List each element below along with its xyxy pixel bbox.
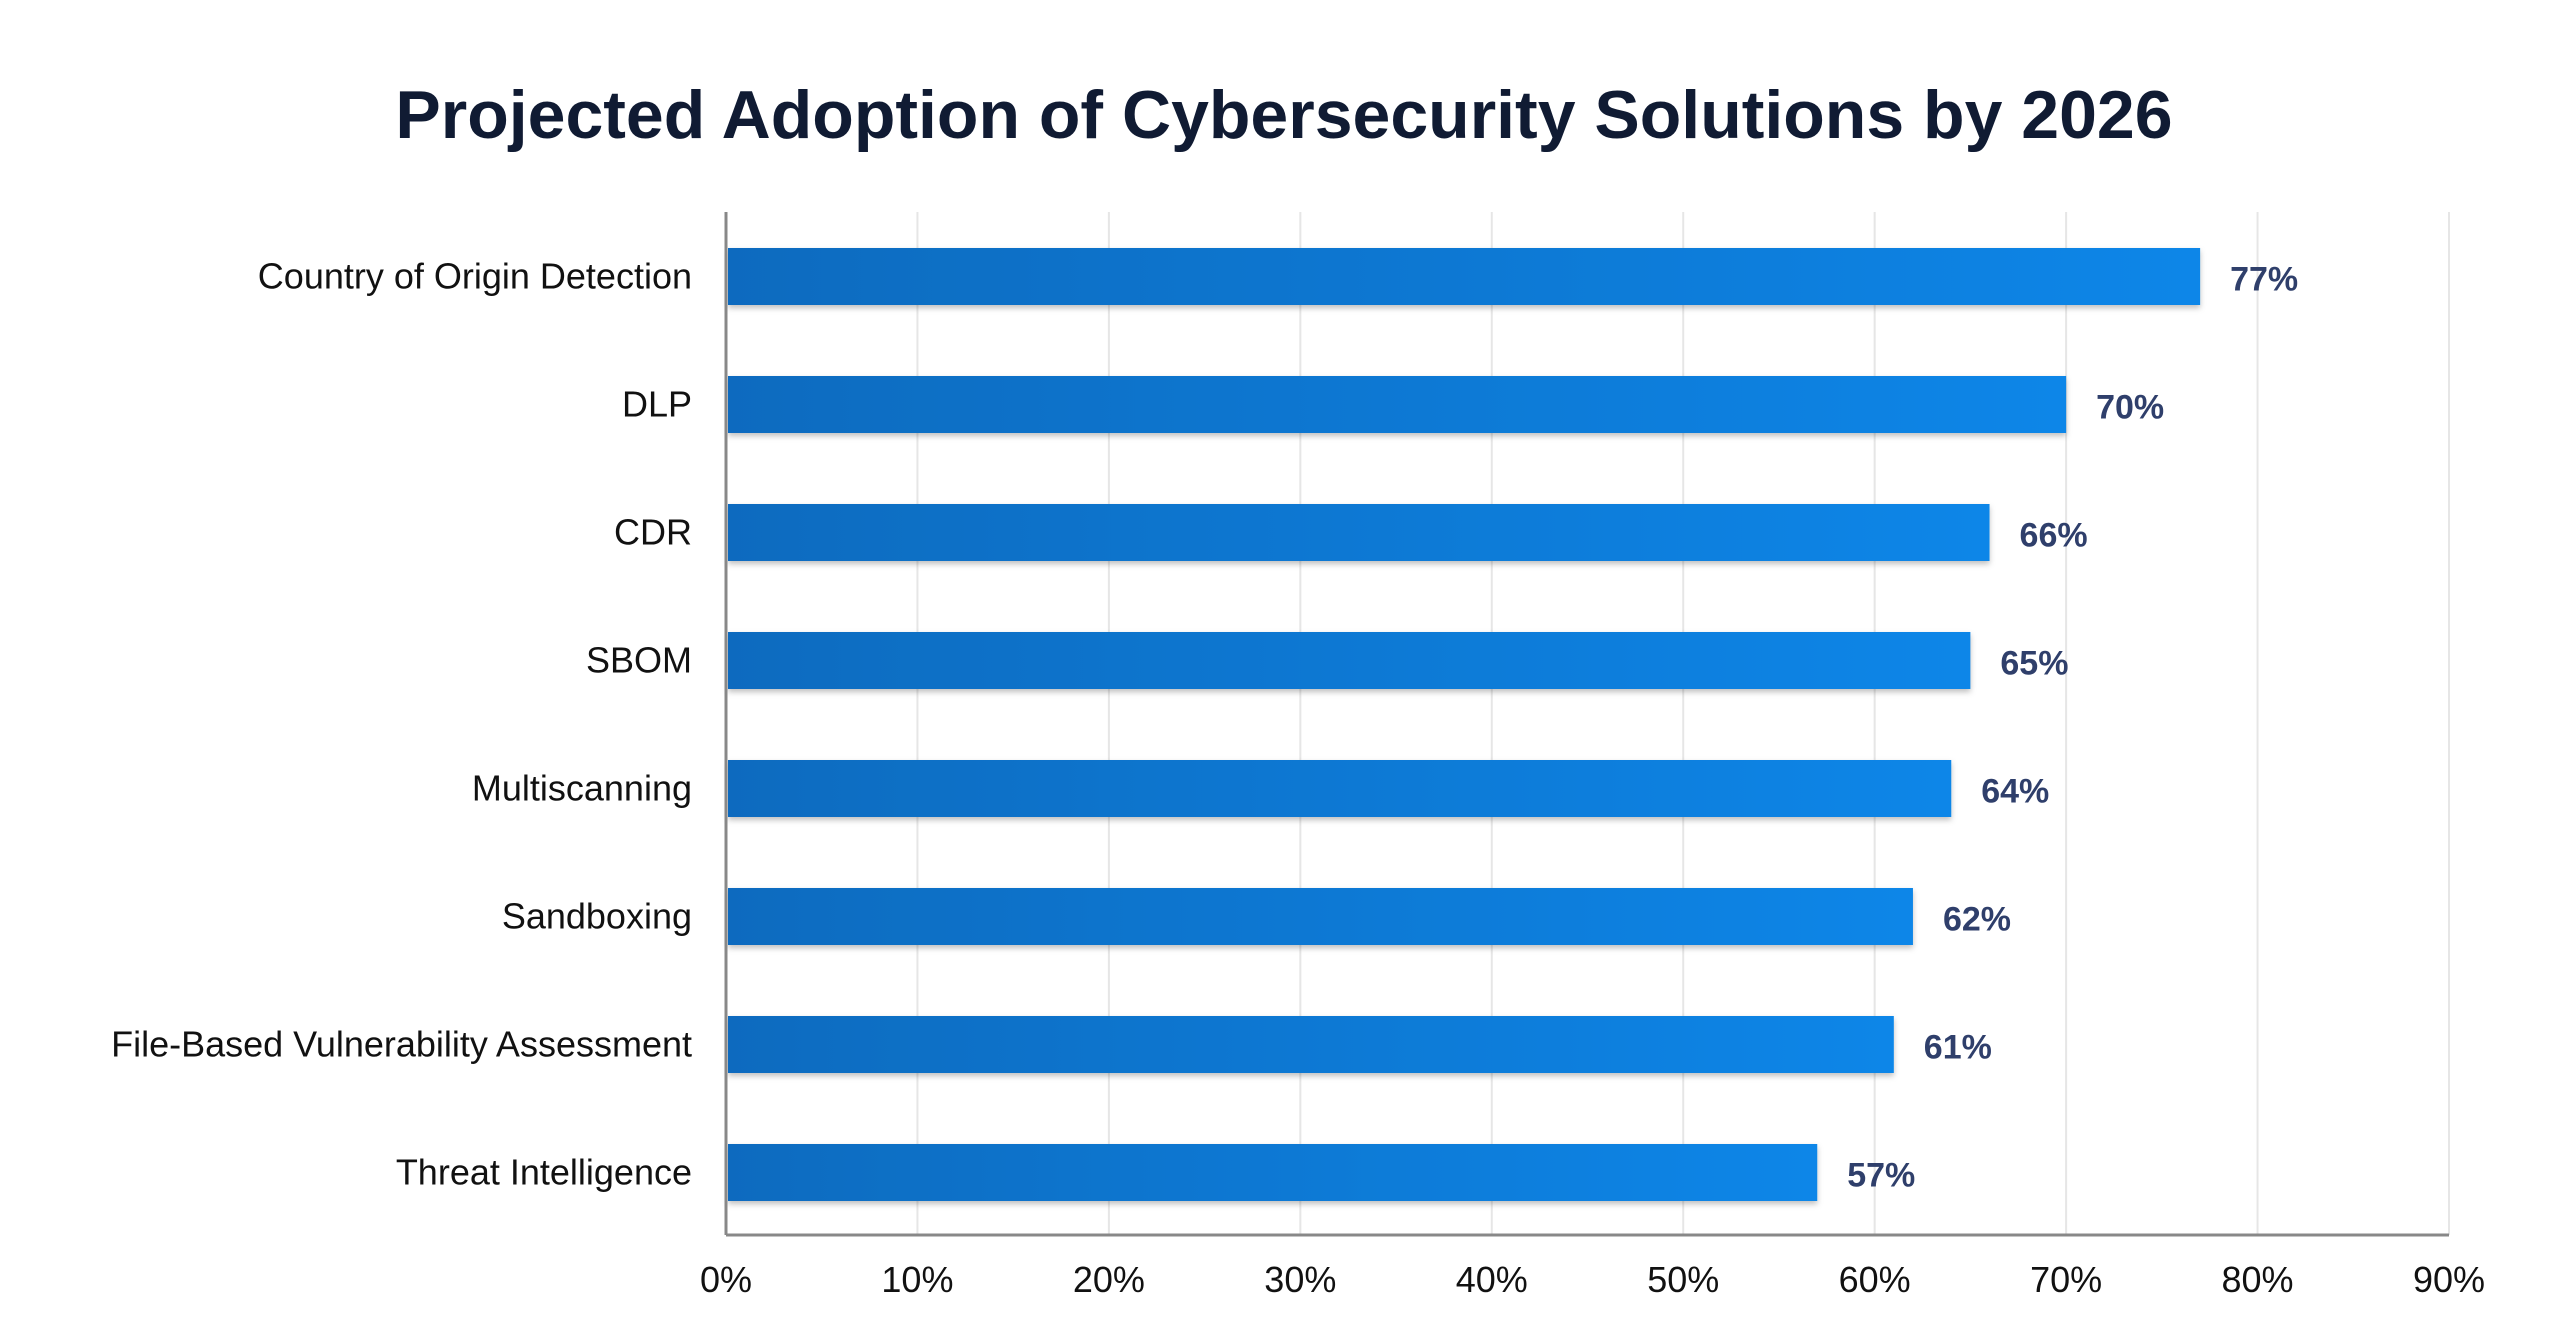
category-label: DLP [622,384,692,425]
value-label: 66% [2020,517,2088,555]
bar [728,888,1913,945]
bar [728,1016,1894,1073]
bar [728,504,1990,561]
x-tick-label: 30% [1264,1259,1336,1300]
bar [728,248,2201,305]
chart-title: Projected Adoption of Cybersecurity Solu… [395,77,2172,153]
x-tick-label: 50% [1647,1259,1719,1300]
bar [728,1144,1818,1201]
value-label: 57% [1847,1157,1915,1195]
x-tick-label: 60% [1839,1259,1911,1300]
category-label: Threat Intelligence [396,1152,692,1193]
x-tick-label: 10% [881,1259,953,1300]
category-label: File-Based Vulnerability Assessment [111,1024,692,1065]
x-tick-label: 20% [1073,1259,1145,1300]
bar [728,760,1952,817]
x-tick-label: 0% [700,1259,752,1300]
value-label: 62% [1943,901,2011,939]
bar [728,632,1971,689]
category-label: Multiscanning [472,768,692,809]
value-label: 77% [2230,261,2298,299]
category-label: CDR [614,512,692,553]
x-tick-label: 90% [2413,1259,2485,1300]
x-tick-label: 40% [1456,1259,1528,1300]
category-label: Sandboxing [502,896,692,937]
category-label: Country of Origin Detection [258,256,692,297]
category-label: SBOM [586,640,692,681]
value-label: 64% [1981,773,2049,811]
value-label: 61% [1924,1029,1992,1067]
bar [728,376,2067,433]
value-label: 70% [2096,389,2164,427]
x-tick-label: 80% [2222,1259,2294,1300]
value-label: 65% [2000,645,2068,683]
x-tick-label: 70% [2030,1259,2102,1300]
